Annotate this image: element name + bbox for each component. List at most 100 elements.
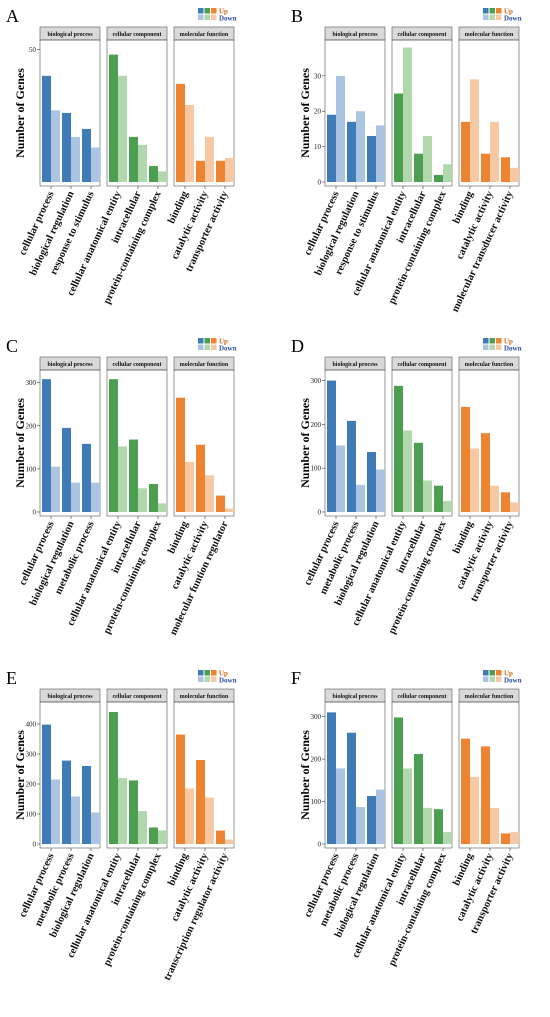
y-tick-label: 0: [33, 509, 37, 517]
bar-down: [510, 502, 519, 512]
bar-down: [91, 147, 100, 182]
legend-down-swatch: [489, 344, 495, 350]
legend-up-swatch: [483, 670, 489, 676]
facet-title: cellular component: [397, 362, 446, 368]
bar-down: [225, 839, 234, 844]
bar-down: [403, 430, 412, 512]
y-axis-label: Number of Genes: [13, 398, 27, 488]
facet-title: biological process: [47, 362, 93, 368]
facet-title: cellular component: [112, 362, 161, 368]
bar-down: [356, 484, 365, 512]
facet-plot-frame: [106, 701, 168, 849]
bar-down: [51, 779, 60, 844]
y-tick-label: 300: [311, 377, 322, 385]
facet-plot-frame: [173, 701, 235, 849]
bar-down: [510, 832, 519, 844]
facet-title: molecular function: [180, 694, 229, 700]
y-tick-label: 300: [26, 379, 37, 387]
bar-down: [158, 171, 167, 182]
bar-up: [481, 433, 490, 512]
bar-up: [347, 420, 356, 512]
bar-down: [71, 136, 80, 182]
bar-down: [118, 446, 127, 512]
bar-up: [176, 397, 185, 512]
bar-up: [327, 114, 336, 182]
bar-down: [205, 797, 214, 844]
y-axis-label: Number of Genes: [298, 398, 312, 488]
panel-letter: B: [291, 6, 303, 26]
bar-up: [129, 780, 138, 844]
bar-up: [434, 809, 443, 844]
bar-down: [118, 75, 127, 182]
bar-up: [501, 157, 510, 182]
bar-up: [216, 830, 225, 844]
bar-down: [470, 776, 479, 844]
legend-up-swatch: [496, 670, 502, 676]
y-tick-label: 20: [314, 108, 322, 116]
bar-up: [434, 485, 443, 512]
legend-down-swatch: [211, 676, 217, 682]
bar-up: [501, 492, 510, 512]
legend-up-swatch: [198, 338, 204, 344]
y-axis-label: Number of Genes: [13, 68, 27, 158]
legend-down-swatch: [496, 344, 502, 350]
bar-down: [490, 121, 499, 182]
bar-down: [51, 466, 60, 512]
bar-down: [225, 158, 234, 182]
bar-up: [414, 153, 423, 182]
bar-down: [51, 110, 60, 182]
bar-up: [394, 385, 403, 512]
legend-up-swatch: [211, 670, 217, 676]
bar-up: [394, 717, 403, 844]
bar-down: [336, 768, 345, 844]
facet-title: molecular function: [180, 362, 229, 368]
legend-down-swatch: [204, 676, 210, 682]
bar-down: [376, 469, 385, 512]
bar-up: [501, 833, 510, 844]
legend-down-swatch: [204, 344, 210, 350]
facet-title: cellular component: [397, 32, 446, 38]
y-tick-label: 200: [311, 421, 322, 429]
legend-down-label: Down: [219, 15, 237, 23]
legend-down-swatch: [198, 676, 204, 682]
y-tick-label: 100: [311, 798, 322, 806]
bar-up: [481, 746, 490, 844]
legend-down-swatch: [496, 676, 502, 682]
y-tick-label: 100: [26, 465, 37, 473]
legend-up-swatch: [204, 8, 210, 14]
bar-down: [443, 501, 452, 512]
y-axis-label: Number of Genes: [298, 68, 312, 158]
legend-down-label: Down: [219, 677, 237, 685]
y-tick-label: 200: [26, 422, 37, 430]
bar-up: [461, 738, 470, 844]
y-tick-label: 100: [26, 811, 37, 819]
bar-down: [443, 164, 452, 182]
legend-down-swatch: [489, 14, 495, 20]
bar-up: [216, 495, 225, 512]
legend-up-label: Up: [504, 8, 513, 16]
facet-title: molecular function: [465, 694, 514, 700]
facet-title: molecular function: [465, 32, 514, 38]
bar-up: [176, 734, 185, 844]
facet-title: cellular component: [112, 694, 161, 700]
facet-plot-frame: [391, 369, 453, 517]
y-axis-label: Number of Genes: [13, 730, 27, 820]
bar-down: [423, 807, 432, 844]
bar-down: [403, 768, 412, 844]
bar-down: [205, 136, 214, 182]
bar-up: [129, 439, 138, 512]
legend-up-label: Up: [504, 338, 513, 346]
bar-up: [196, 444, 205, 512]
facet-title: biological process: [332, 362, 378, 368]
